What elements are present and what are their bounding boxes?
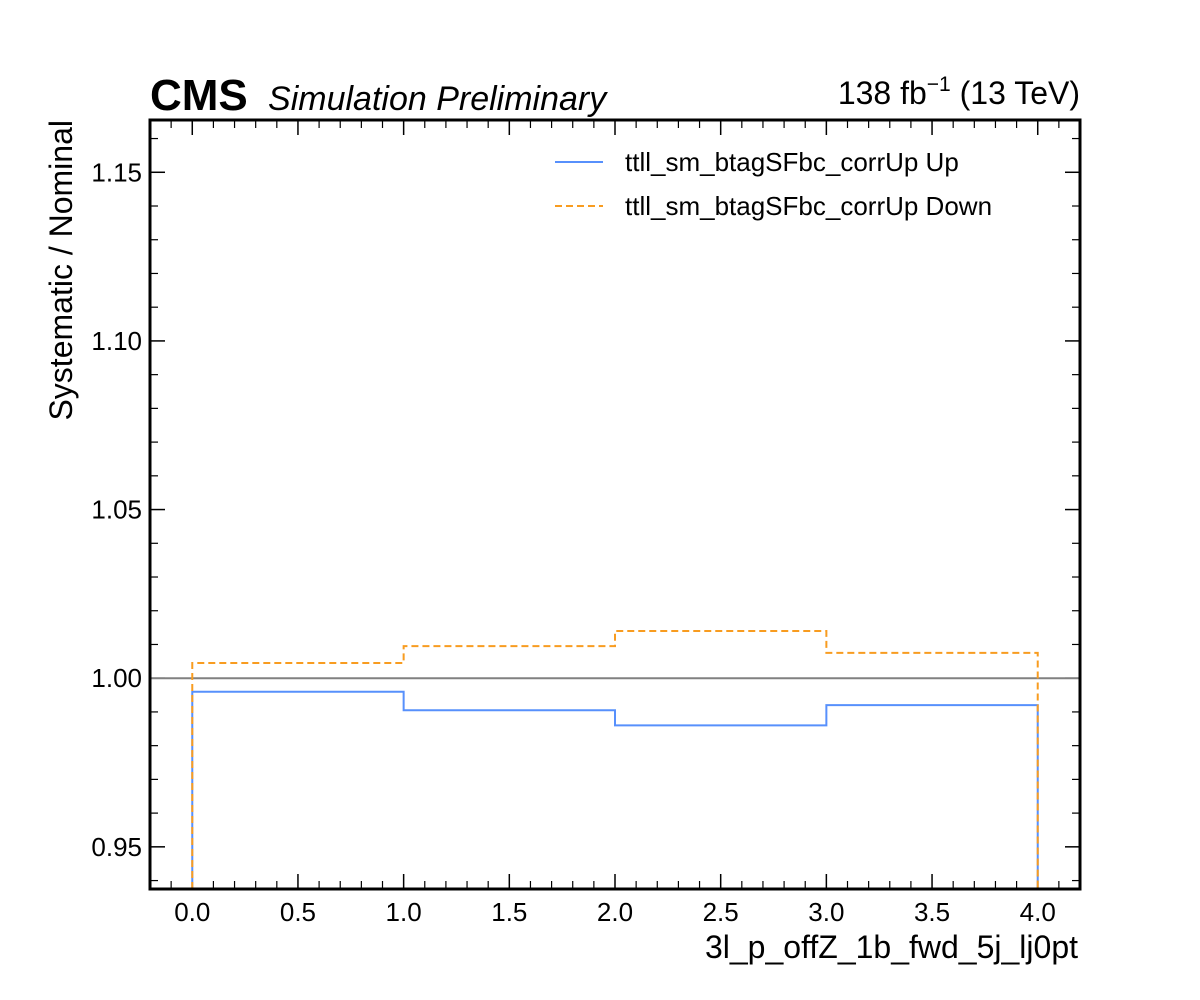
minor-ticks [150,120,1080,889]
x-tick-label: 1.5 [491,897,527,927]
y-tick-label: 1.00 [91,663,142,693]
lumi-prefix: 138 fb [838,75,927,111]
y-tick-label: 0.95 [91,832,142,862]
experiment-name: CMS [150,71,248,120]
luminosity-label: 138 fb−1 (13 TeV) [838,73,1080,111]
lumi-suffix: (13 TeV) [951,75,1080,111]
y-tick-label: 1.15 [91,157,142,187]
legend-label-2: ttll_sm_btagSFbc_corrUp Down [625,191,992,221]
series-line-1 [191,690,1039,889]
plot-frame [148,118,1082,891]
series-lines [191,629,1039,889]
x-tick-label: 1.0 [386,897,422,927]
x-tick-label: 3.0 [808,897,844,927]
x-tick-label: 3.5 [914,897,950,927]
experiment-subtitle: Simulation Preliminary [268,80,608,118]
x-tick-label: 4.0 [1020,897,1056,927]
y-axis-title: Systematic / Nominal [43,120,79,421]
legend-label-1: ttll_sm_btagSFbc_corrUp Up [625,147,959,177]
x-axis-title: 3l_p_offZ_1b_fwd_5j_lj0pt [705,929,1078,965]
series-line-2 [191,629,1039,889]
lumi-exponent: −1 [927,73,951,96]
y-tick-label: 1.05 [91,495,142,525]
tick-labels: 0.0 0.5 1.0 1.5 2.0 2.5 3.0 3.5 4.0 0.95 1.00 1.05 1… [91,157,1055,927]
experiment-label: CMS Simulation Preliminary [150,71,608,120]
y-tick-label: 1.10 [91,326,142,356]
x-tick-label: 2.5 [703,897,739,927]
x-tick-label: 0.0 [174,897,210,927]
major-ticks [150,120,1080,889]
x-tick-label: 2.0 [597,897,633,927]
x-tick-label: 0.5 [280,897,316,927]
legend: ttll_sm_btagSFbc_corrUp Up ttll_sm_btagSF… [555,147,992,221]
